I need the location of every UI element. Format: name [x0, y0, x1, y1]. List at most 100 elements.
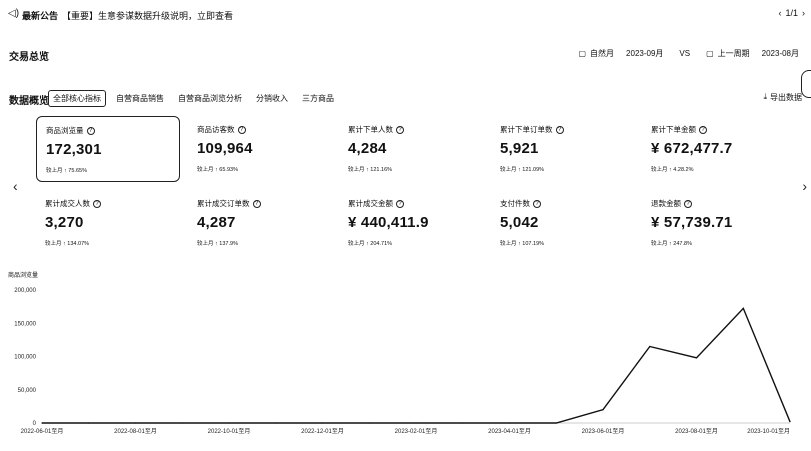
metric-value: ¥ 57,739.71	[651, 214, 733, 231]
announcement-bar: ◁) 最新公告 【重要】生意参谋数据升级说明，立即查看 ‹ 1/1 ›	[0, 0, 811, 28]
info-icon[interactable]: ?	[684, 199, 692, 208]
data-point[interactable]	[695, 357, 698, 359]
data-point[interactable]	[275, 422, 277, 424]
info-icon[interactable]: ?	[699, 125, 707, 134]
metric-card[interactable]: 商品浏览量? 172,301 较上月 ↑ 75.65%	[36, 116, 180, 182]
metric-change: 较上月 ↑ 4.28.2%	[651, 167, 694, 173]
data-point[interactable]	[555, 422, 557, 424]
data-point[interactable]	[508, 422, 511, 424]
metric-label: 累计下单订单数	[500, 125, 553, 134]
data-point[interactable]	[228, 422, 230, 424]
tab-self-sales[interactable]: 自营商品销售	[116, 94, 164, 103]
metric-value: ¥ 672,477.7	[651, 140, 733, 157]
info-icon[interactable]: ?	[555, 125, 564, 134]
current-period-label[interactable]: 自然月	[590, 49, 615, 58]
metric-value: 109,964	[197, 140, 253, 157]
overview-tabs: 全部核心指标 自营商品销售 自营商品浏览分析 分销收入 三方商品	[48, 90, 338, 107]
data-point[interactable]	[649, 345, 651, 348]
info-icon[interactable]: ?	[93, 199, 101, 208]
tab-self-browse[interactable]: 自营商品浏览分析	[178, 94, 242, 103]
chart-title: 商品浏览量	[8, 273, 39, 279]
metric-change: 较上月 ↑ 137.9%	[197, 241, 238, 247]
metric-change: 较上月 ↑ 121.09%	[500, 167, 545, 173]
data-point[interactable]	[134, 422, 137, 424]
calendar-icon: ▢	[706, 49, 714, 58]
date-range-bar[interactable]: ▢ 自然月 2023-09月 VS ▢ 上一周期 2023-08月	[578, 48, 799, 59]
data-point[interactable]	[789, 421, 791, 423]
announcement-link[interactable]: 【重要】生意参谋数据升级说明，立即查看	[62, 11, 234, 21]
data-point[interactable]	[742, 307, 744, 310]
tab-distribution[interactable]: 分销收入	[256, 94, 288, 103]
page-title: 交易总览	[9, 52, 49, 63]
info-icon[interactable]: ?	[396, 199, 404, 208]
x-tick-label: 2023-04-01至月	[488, 428, 531, 435]
metric-change: 较上月 ↑ 107.19%	[500, 241, 545, 247]
info-icon[interactable]: ?	[86, 126, 95, 135]
metric-value: 5,042	[500, 214, 539, 231]
y-tick-label: 150,000	[14, 321, 36, 327]
tab-third-party[interactable]: 三方商品	[302, 94, 334, 103]
side-panel-handle[interactable]	[801, 70, 811, 98]
metric-value: ¥ 440,411.9	[348, 214, 429, 231]
info-icon[interactable]: ?	[396, 125, 404, 134]
y-tick-label: 200,000	[14, 288, 36, 294]
x-tick-label: 2023-06-01至月	[582, 428, 625, 435]
y-tick-label: 50,000	[18, 388, 37, 394]
metric-value: 3,270	[45, 214, 84, 231]
export-label: 导出数据	[770, 93, 802, 102]
metric-card[interactable]: 退款金额? ¥ 57,739.71 较上月 ↑ 247.8%	[642, 190, 786, 256]
metric-value: 172,301	[46, 141, 102, 158]
metric-card[interactable]: 累计成交人数? 3,270 较上月 ↑ 134.07%	[36, 190, 180, 256]
metric-label: 支付件数	[500, 199, 530, 208]
data-point[interactable]	[415, 422, 417, 424]
metric-card[interactable]: 商品访客数? 109,964 较上月 ↑ 65.93%	[188, 116, 332, 182]
metric-label: 退款金额	[651, 199, 681, 208]
tab-core-metrics[interactable]: 全部核心指标	[48, 90, 106, 107]
metric-card[interactable]: 累计成交订单数? 4,287 较上月 ↑ 137.9%	[188, 190, 332, 256]
compare-period-label[interactable]: 上一周期	[717, 49, 750, 58]
announcement-title: 最新公告	[22, 11, 59, 21]
data-point[interactable]	[602, 409, 604, 411]
trend-chart: 200,000 150,000 100,000 50,000 02022-06-01至月…	[14, 288, 791, 435]
metric-change: 较上月 ↑ 65.93%	[197, 167, 238, 173]
speaker-icon: ◁)	[8, 8, 20, 19]
metric-card[interactable]: 累计成交金额? ¥ 440,411.9 较上月 ↑ 204.71%	[339, 190, 483, 256]
compare-period-value[interactable]: 2023-08月	[761, 49, 799, 58]
info-icon[interactable]: ?	[237, 125, 246, 134]
x-tick-label: 2023-10-01至月	[747, 428, 790, 435]
prev-icon[interactable]: ‹	[778, 8, 782, 18]
metric-label: 商品浏览量	[46, 126, 84, 135]
overview-title: 数据概览	[9, 96, 49, 107]
carousel-next-icon[interactable]: ›	[802, 178, 807, 194]
next-icon[interactable]: ›	[802, 8, 805, 18]
data-point[interactable]	[462, 422, 464, 424]
metric-change: 较上月 ↑ 204.71%	[348, 241, 393, 247]
metric-cards: 商品浏览量? 172,301 较上月 ↑ 75.65% 商品访客数? 109,9…	[36, 116, 792, 256]
info-icon[interactable]: ?	[533, 199, 541, 208]
metric-card[interactable]: 累计下单人数? 4,284 较上月 ↑ 121.16%	[339, 116, 483, 182]
metric-value: 4,284	[348, 140, 387, 157]
calendar-icon: ▢	[578, 49, 587, 58]
carousel-prev-icon[interactable]: ‹	[13, 178, 18, 194]
current-period-value[interactable]: 2023-09月	[626, 49, 664, 58]
metric-change: 较上月 ↑ 247.8%	[651, 241, 692, 247]
metric-change: 较上月 ↑ 75.65%	[46, 168, 87, 174]
data-point[interactable]	[88, 422, 90, 424]
metric-value: 4,287	[197, 214, 236, 231]
export-button[interactable]: ⤓ 导出数据	[763, 92, 802, 103]
data-point[interactable]	[321, 422, 324, 424]
data-point[interactable]	[41, 422, 43, 424]
metric-label: 商品访客数	[197, 125, 235, 134]
info-icon[interactable]: ?	[252, 199, 261, 208]
metric-card[interactable]: 支付件数? 5,042 较上月 ↑ 107.19%	[491, 190, 635, 256]
metric-label: 累计成交金额	[348, 199, 393, 208]
x-tick-label: 2022-10-01至月	[208, 428, 251, 435]
data-point[interactable]	[368, 422, 370, 424]
page-indicator: 1/1	[785, 8, 798, 18]
metric-card[interactable]: 累计下单订单数? 5,921 较上月 ↑ 121.09%	[491, 116, 635, 182]
metric-card[interactable]: 累计下单金额? ¥ 672,477.7 较上月 ↑ 4.28.2%	[642, 116, 786, 182]
download-icon: ⤓	[763, 92, 767, 101]
metric-value: 5,921	[500, 140, 539, 157]
series-line	[42, 307, 791, 424]
data-point[interactable]	[181, 422, 183, 424]
